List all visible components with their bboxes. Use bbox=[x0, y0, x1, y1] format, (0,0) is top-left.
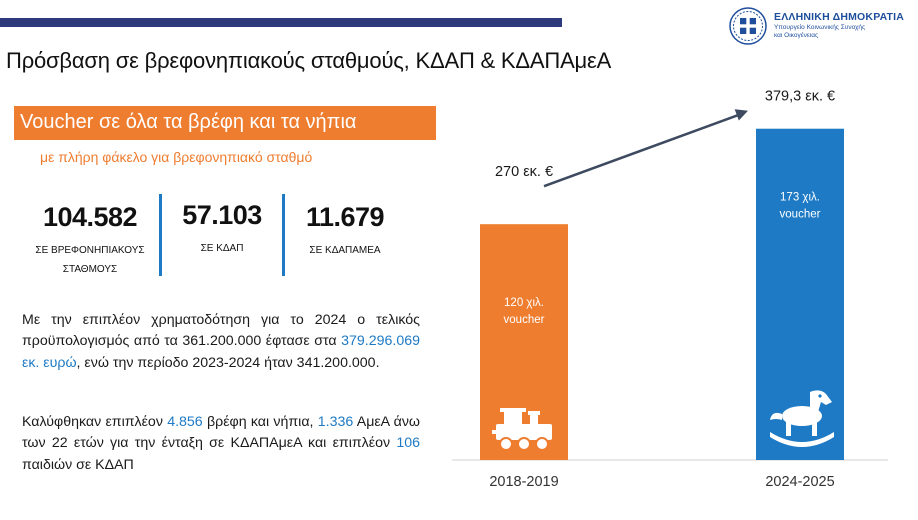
bar-inner-label-line-1: 173 χιλ. bbox=[780, 192, 820, 204]
stat-value: 104.582 bbox=[42, 202, 138, 232]
bar-2018-2019 bbox=[480, 224, 568, 460]
coverage-text-1: Καλύφθηκαν επιπλέον bbox=[22, 414, 168, 430]
coverage-text-4: παιδιών σε ΚΔΑΠ bbox=[22, 456, 134, 473]
stat-kdap: 57.103 ΣΕ ΚΔΑΠ bbox=[165, 200, 279, 258]
header-accent-bar bbox=[0, 18, 562, 27]
stat-label: ΣΕ ΚΔΑΠ bbox=[165, 239, 279, 258]
bar-inner-label-line-1: 120 χιλ. bbox=[504, 297, 544, 309]
coverage-text-3: ΑμεΑ άνω των 22 ετών για την ένταξη σε Κ… bbox=[22, 414, 420, 452]
budget-amount-highlight: 379.296.069 εκ. ευρώ bbox=[22, 333, 420, 371]
bar-value-label: 379,3 εκ. € bbox=[765, 90, 835, 105]
coverage-paragraph: Καλύφθηκαν επιπλέον 4.856 βρέφη και νήπι… bbox=[22, 412, 420, 476]
ministry-name-line-1: Υπουργείο Κοινωνικής Συνοχής bbox=[774, 24, 866, 32]
stat-label: ΣΕ ΒΡΕΦΟΝΗΠΙΑΚΟΥΣ ΣΤΑΘΜΟΥΣ bbox=[24, 241, 156, 279]
stat-nurseries: 104.582 ΣΕ ΒΡΕΦΟΝΗΠΙΑΚΟΥΣ ΣΤΑΘΜΟΥΣ bbox=[24, 202, 156, 279]
stat-kdapamea: 11.679 ΣΕ ΚΔΑΠΑμεΑ bbox=[290, 202, 400, 260]
budget-paragraph: Με την επιπλέον χρηματοδότηση για το 202… bbox=[22, 310, 420, 374]
greek-emblem-icon bbox=[729, 7, 767, 45]
rocking-horse-icon bbox=[770, 390, 834, 447]
coverage-number-kdap: 106 bbox=[396, 435, 420, 452]
voucher-banner-subtitle: με πλήρη φάκελο για βρεφονηπιακό σταθμό bbox=[40, 149, 313, 165]
coverage-number-infants: 4.856 bbox=[167, 414, 203, 430]
budget-text-part-1: Με την επιπλέον χρηματοδότηση για το 202… bbox=[22, 312, 420, 350]
ministry-name-line-2: και Οικογένειας bbox=[774, 32, 819, 40]
government-name: ΕΛΛΗΝΙΚΗ ΔΗΜΟΚΡΑΤΙΑ bbox=[774, 10, 905, 23]
stat-value: 57.103 bbox=[182, 200, 262, 230]
budget-bar-chart: 270 εκ. € 120 χιλ. voucher 2018-2019 379,3 ε… bbox=[450, 90, 918, 520]
train-toy-icon bbox=[492, 408, 552, 451]
bar-value-label: 270 εκ. € bbox=[495, 164, 553, 180]
stat-divider bbox=[159, 194, 162, 276]
bar-inner-label-line-2: voucher bbox=[780, 209, 821, 221]
government-logo: ΕΛΛΗΝΙΚΗ ΔΗΜΟΚΡΑΤΙΑ Υπουργείο Κοινωνικής… bbox=[728, 4, 914, 48]
trend-arrow-line bbox=[543, 112, 743, 188]
category-tick-label: 2024-2025 bbox=[765, 474, 834, 490]
stat-label-line-1: ΣΕ ΚΔΑΠΑμεΑ bbox=[309, 245, 381, 256]
stat-divider bbox=[282, 194, 285, 276]
coverage-text-2: βρέφη και νήπια, bbox=[202, 414, 318, 430]
stat-value: 11.679 bbox=[305, 202, 385, 232]
stat-label-line-1: ΣΕ ΒΡΕΦΟΝΗΠΙΑΚΟΥΣ bbox=[35, 245, 145, 256]
voucher-banner: Voucher σε όλα τα βρέφη και τα νήπια bbox=[14, 106, 436, 140]
trend-arrow-head-icon bbox=[734, 109, 748, 121]
page-title: Πρόσβαση σε βρεφονηπιακούς σταθμούς, ΚΔΑ… bbox=[6, 48, 612, 73]
stat-label: ΣΕ ΚΔΑΠΑμεΑ bbox=[290, 241, 400, 260]
category-tick-label: 2018-2019 bbox=[489, 474, 558, 490]
stat-label-line-2: ΣΤΑΘΜΟΥΣ bbox=[62, 264, 118, 275]
stat-label-line-1: ΣΕ ΚΔΑΠ bbox=[200, 243, 244, 254]
chart-canvas: 270 εκ. € 120 χιλ. voucher 2018-2019 379,3 ε… bbox=[452, 90, 888, 490]
bar-inner-label-line-2: voucher bbox=[504, 314, 545, 326]
bar-2024-2025 bbox=[756, 128, 844, 461]
coverage-number-disabled: 1.336 bbox=[317, 414, 354, 430]
budget-text-part-2: , ενώ την περίοδο 2023-2024 ήταν 341.200… bbox=[76, 354, 380, 371]
